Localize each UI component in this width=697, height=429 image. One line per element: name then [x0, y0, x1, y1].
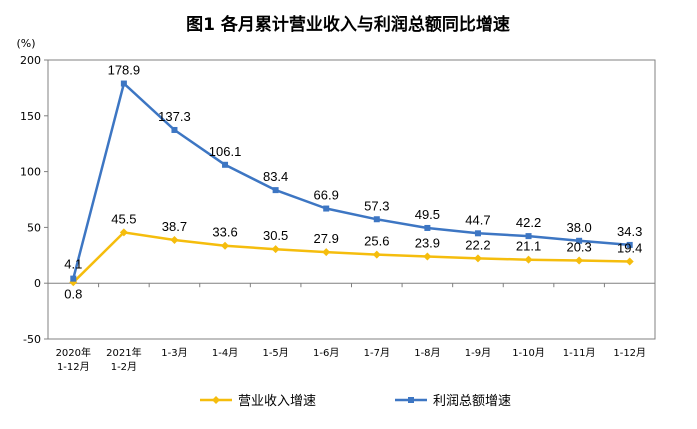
y-tick-label: -50: [23, 333, 41, 346]
series-marker-revenue: [170, 236, 179, 245]
data-label: 38.0: [566, 220, 591, 235]
data-label: 66.9: [314, 188, 339, 203]
data-label: 137.3: [158, 109, 191, 124]
data-label: 38.7: [162, 219, 187, 234]
x-tick-label: 1-10月: [512, 347, 545, 359]
data-label: 33.6: [212, 225, 237, 240]
legend-label-0: 营业收入增速: [238, 394, 316, 409]
series-marker-revenue: [119, 228, 128, 237]
legend-marker-revenue: [212, 396, 220, 404]
series-marker-profit: [171, 126, 178, 133]
series-marker-revenue: [473, 254, 482, 263]
x-tick-label: 2020年: [56, 346, 91, 359]
data-label: 0.8: [64, 286, 82, 301]
y-tick-label: 100: [20, 166, 41, 179]
series-lines: [69, 80, 634, 287]
x-tick-label: 1-3月: [161, 347, 187, 359]
series-marker-profit: [373, 216, 380, 223]
data-label: 4.1: [64, 257, 82, 272]
series-line-1: [72, 82, 630, 279]
series-marker-profit: [474, 230, 481, 237]
series-marker-profit: [626, 241, 633, 248]
y-tick-label: 50: [27, 221, 41, 234]
series-line-0: [72, 231, 630, 284]
series-marker-profit: [70, 275, 77, 282]
series-marker-revenue: [221, 241, 230, 250]
x-tick-label: 1-9月: [465, 347, 491, 359]
legend: 营业收入增速 利润总额增速: [200, 394, 511, 409]
series-marker-profit: [120, 80, 127, 87]
data-label: 21.1: [516, 239, 541, 254]
data-label: 27.9: [314, 231, 339, 246]
data-label: 178.9: [108, 63, 141, 78]
plot-frame: [47, 59, 656, 340]
data-label: 44.7: [465, 212, 490, 227]
y-tick-label: 200: [20, 54, 41, 67]
series-marker-profit: [323, 205, 330, 212]
x-tick-label: 1-12月: [613, 347, 646, 359]
data-labels: 0.8 45.5 38.7 33.6 30.5 27.9 25.6 23.9 22.2 21.1 2…: [64, 63, 642, 302]
series-marker-revenue: [322, 248, 331, 257]
axes: [47, 59, 656, 340]
data-label: 45.5: [111, 211, 136, 226]
y-ticks: 200 150 100 50 0 -50: [20, 54, 48, 346]
data-label: 19.4: [617, 241, 642, 256]
data-label: 83.4: [263, 169, 288, 184]
x-tick-label: 1-8月: [414, 347, 440, 359]
series-marker-revenue: [575, 256, 584, 265]
series-marker-revenue: [625, 257, 634, 266]
data-label: 30.5: [263, 228, 288, 243]
data-label: 42.2: [516, 215, 541, 230]
series-marker-revenue: [423, 252, 432, 261]
data-label: 25.6: [364, 234, 389, 249]
series-marker-revenue: [372, 250, 381, 259]
y-axis-unit: (%): [16, 37, 35, 50]
x-ticks: 2020年 1-12月 2021年 1-2月 1-3月 1-4月 1-5月 1-6月 1-7月 1…: [47, 283, 656, 373]
series-marker-profit: [272, 187, 279, 194]
series-marker-revenue: [524, 255, 533, 264]
x-tick-label: 1-12月: [57, 361, 90, 373]
y-tick-label: 0: [34, 277, 41, 290]
legend-marker-profit: [408, 397, 414, 403]
data-label: 34.3: [617, 224, 642, 239]
chart-title: 图1 各月累计营业收入与利润总额同比增速: [186, 14, 510, 35]
x-tick-label: 1-2月: [111, 361, 137, 373]
y-tick-label: 150: [20, 110, 41, 123]
legend-label-1: 利润总额增速: [433, 394, 511, 409]
x-tick-label: 2021年: [106, 346, 141, 359]
x-tick-label: 1-11月: [563, 347, 596, 359]
data-label: 23.9: [415, 236, 440, 251]
data-label: 22.2: [465, 237, 490, 252]
data-label: 20.3: [566, 240, 591, 255]
x-tick-label: 1-4月: [212, 347, 238, 359]
data-label: 57.3: [364, 198, 389, 213]
data-label: 49.5: [415, 207, 440, 222]
x-tick-label: 1-5月: [262, 347, 288, 359]
series-marker-profit: [576, 237, 583, 244]
series-marker-revenue: [271, 245, 280, 254]
data-label: 106.1: [209, 144, 242, 159]
series-marker-profit: [222, 161, 229, 168]
series-marker-profit: [525, 233, 532, 240]
series-marker-profit: [424, 224, 431, 231]
x-tick-label: 1-6月: [313, 347, 339, 359]
x-tick-label: 1-7月: [364, 347, 390, 359]
